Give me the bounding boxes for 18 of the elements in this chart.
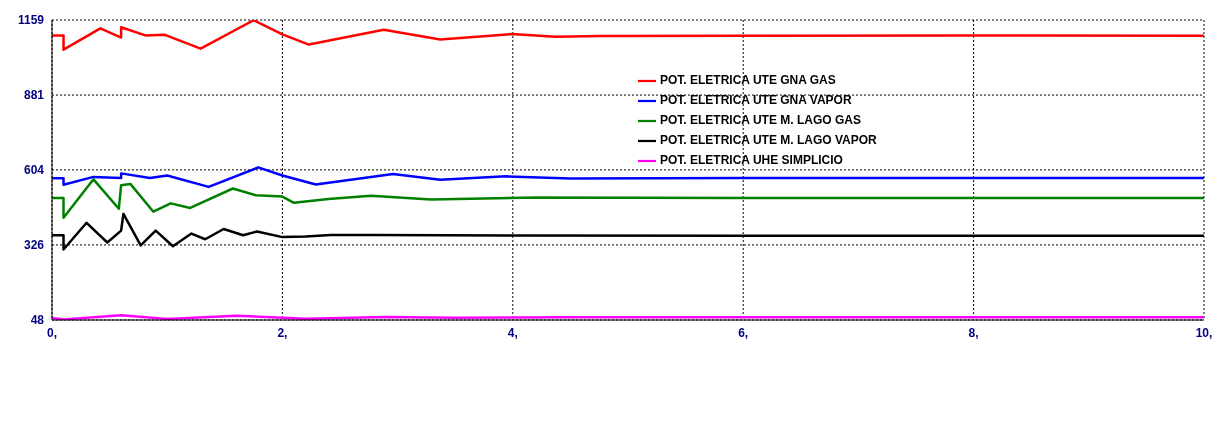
line-series (52, 166, 1204, 189)
legend-label: POT. ELETRICA UHE SIMPLICIO (660, 153, 843, 167)
y-tick-label: 1159 (17, 13, 45, 28)
x-tick-label: 4, (507, 325, 518, 340)
legend-label: POT. ELETRICA UTE M. LAGO GAS (660, 113, 861, 127)
y-tick-label: 326 (23, 238, 45, 253)
y-tick-label: 604 (23, 163, 45, 178)
x-tick-label: 6, (738, 325, 749, 340)
line-series (52, 178, 1204, 219)
x-tick-label: 0, (46, 325, 58, 340)
x-tick-label: 10, (1195, 325, 1213, 340)
legend-label: POT. ELETRICA UTE M. LAGO VAPOR (660, 133, 877, 147)
x-tick-label: 8, (968, 325, 979, 340)
x-tick-label: 2, (277, 325, 288, 340)
y-tick-label: 881 (23, 88, 45, 103)
legend-label: POT. ELETRICA UTE GNA VAPOR (660, 93, 852, 107)
legend-label: POT. ELETRICA UTE GNA GAS (660, 73, 836, 87)
y-tick-label: 48 (30, 313, 45, 328)
